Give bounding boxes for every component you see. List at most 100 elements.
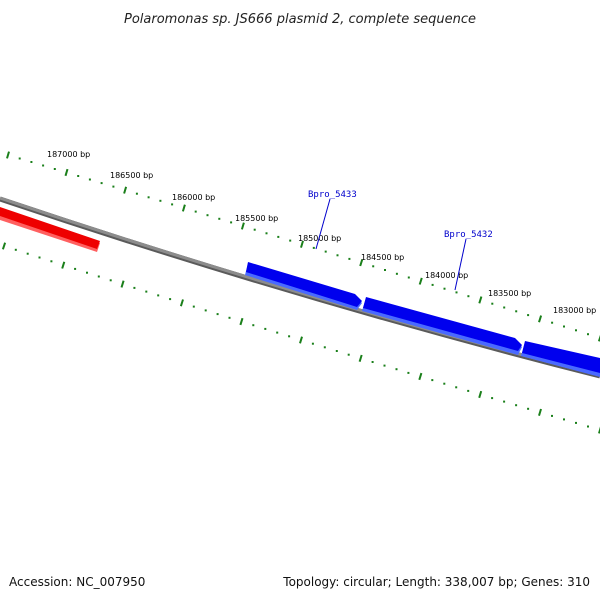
outer-tick-dot bbox=[431, 283, 434, 286]
inner-tick-dot bbox=[563, 418, 565, 421]
inner-tick-dot bbox=[252, 324, 255, 327]
outer-tick-dot bbox=[467, 295, 470, 298]
outer-major-tick bbox=[478, 296, 483, 304]
outer-tick-dot bbox=[159, 199, 162, 202]
inner-tick-dot bbox=[335, 350, 338, 352]
inner-tick-dots bbox=[14, 248, 589, 428]
inner-tick-track bbox=[1, 242, 600, 434]
outer-major-tick bbox=[359, 259, 364, 267]
outer-tick-dot bbox=[407, 276, 410, 279]
outer-tick-dot bbox=[230, 221, 233, 224]
inner-tick-dot bbox=[371, 361, 374, 363]
inner-tick-dot bbox=[407, 371, 410, 374]
inner-tick-dot bbox=[431, 379, 434, 382]
outer-tick-dot bbox=[336, 254, 339, 257]
inner-major-tick bbox=[358, 354, 363, 362]
inner-tick-dot bbox=[527, 407, 530, 410]
inner-tick-dot bbox=[97, 275, 100, 278]
inner-tick-dot bbox=[276, 331, 279, 334]
outer-tick-dot bbox=[312, 246, 315, 249]
tick-label-187000: 187000 bp bbox=[47, 150, 90, 159]
gene-labels: Bpro_5433 Bpro_5432 bbox=[308, 190, 493, 291]
outer-tick-dot bbox=[253, 228, 256, 231]
outer-major-tick bbox=[597, 334, 600, 342]
outer-tick-dot bbox=[527, 314, 530, 317]
inner-tick-dot bbox=[491, 397, 494, 400]
inner-major-tick bbox=[418, 372, 423, 381]
inner-tick-dot bbox=[311, 342, 314, 345]
inner-major-tick bbox=[299, 336, 303, 344]
outer-tick-dot bbox=[384, 269, 386, 271]
inner-tick-dot bbox=[395, 368, 398, 371]
outer-tick-dot bbox=[42, 164, 45, 167]
map-title: Polaromonas sp. JS666 plasmid 2, complet… bbox=[124, 12, 476, 27]
outer-tick-dot bbox=[194, 210, 197, 213]
gene-label-leader-5433 bbox=[315, 198, 331, 250]
outer-major-tick bbox=[538, 315, 543, 323]
inner-major-tick bbox=[239, 317, 244, 326]
outer-tick-dot bbox=[112, 185, 115, 188]
outer-tick-dot bbox=[395, 272, 398, 275]
inner-major-ticks bbox=[1, 242, 600, 434]
outer-major-tick bbox=[123, 186, 128, 194]
inner-major-tick bbox=[120, 280, 125, 288]
gene-label-bpro-5433[interactable]: Bpro_5433 bbox=[308, 190, 357, 200]
outer-major-tick bbox=[240, 222, 245, 230]
sequence-summary: Topology: circular; Length: 338,007 bp; … bbox=[282, 575, 590, 589]
outer-tick-track bbox=[6, 151, 600, 342]
inner-tick-dot bbox=[467, 389, 470, 392]
outer-tick-dot bbox=[171, 203, 174, 206]
outer-major-tick bbox=[418, 277, 423, 285]
outer-tick-dot bbox=[53, 168, 56, 170]
reverse-gene[interactable] bbox=[0, 207, 100, 252]
inner-major-tick bbox=[538, 408, 542, 416]
inner-tick-dot bbox=[38, 256, 41, 259]
outer-tick-dot bbox=[575, 329, 577, 332]
tick-label-184500: 184500 bp bbox=[361, 253, 404, 262]
outer-major-tick bbox=[6, 151, 10, 159]
inner-tick-dot bbox=[133, 286, 136, 289]
inner-tick-dot bbox=[192, 305, 195, 308]
outer-tick-dot bbox=[443, 287, 446, 290]
outer-major-tick bbox=[64, 168, 69, 177]
inner-tick-dot bbox=[14, 248, 17, 251]
outer-tick-dot bbox=[206, 214, 209, 217]
tick-label-185000: 185000 bp bbox=[298, 234, 341, 243]
inner-tick-dot bbox=[86, 271, 88, 274]
inner-tick-dot bbox=[288, 335, 291, 338]
inner-tick-dot bbox=[575, 421, 577, 424]
outer-tick-dot bbox=[147, 196, 150, 199]
inner-tick-dot bbox=[109, 279, 112, 282]
inner-tick-dot bbox=[264, 327, 267, 330]
outer-tick-dot bbox=[491, 302, 494, 305]
inner-major-tick bbox=[1, 242, 7, 250]
tick-label-183000: 183000 bp bbox=[553, 306, 596, 315]
outer-tick-dot bbox=[372, 265, 375, 268]
inner-tick-dot bbox=[169, 298, 172, 301]
inner-tick-dot bbox=[551, 414, 553, 417]
position-labels: 187000 bp 186500 bp 186000 bp 185500 bp … bbox=[47, 150, 596, 315]
inner-tick-dot bbox=[74, 267, 77, 270]
inner-tick-dot bbox=[157, 294, 160, 297]
gene-bpro-5432[interactable] bbox=[362, 297, 522, 355]
inner-major-tick bbox=[61, 261, 66, 269]
inner-tick-dot bbox=[50, 260, 53, 263]
gene-bpro-5433-body bbox=[246, 262, 362, 307]
inner-tick-dot bbox=[216, 313, 219, 316]
inner-tick-dot bbox=[347, 353, 350, 356]
accession-label: Accession: NC_007950 bbox=[9, 575, 145, 589]
outer-tick-dot bbox=[587, 333, 589, 336]
gene-edge-forward[interactable] bbox=[521, 341, 600, 377]
inner-major-tick bbox=[478, 390, 483, 399]
inner-tick-dot bbox=[503, 400, 506, 403]
outer-tick-dot bbox=[503, 306, 506, 309]
outer-tick-dot bbox=[18, 157, 21, 160]
outer-tick-dot bbox=[30, 161, 33, 163]
gene-label-bpro-5432[interactable]: Bpro_5432 bbox=[444, 230, 493, 240]
outer-tick-dot bbox=[563, 325, 565, 328]
gene-bpro-5433[interactable] bbox=[245, 262, 362, 310]
tick-label-185500: 185500 bp bbox=[235, 214, 278, 223]
inner-tick-dot bbox=[26, 252, 29, 255]
reverse-gene-body bbox=[0, 207, 100, 249]
